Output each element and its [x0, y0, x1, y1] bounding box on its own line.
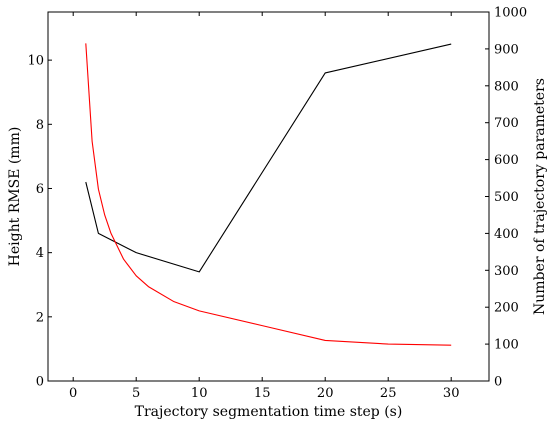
y-right-tick-label: 100	[494, 338, 519, 353]
plot-frame	[47, 11, 490, 382]
x-tick-label: 5	[132, 386, 140, 401]
y-right-tick-label: 1000	[494, 6, 527, 21]
y-left-tick-label: 8	[36, 118, 44, 133]
y-right-tick-label: 900	[494, 42, 519, 57]
plot-marks	[85, 43, 452, 346]
x-tick-label: 0	[69, 386, 77, 401]
x-axis-title: Trajectory segmentation time step (s)	[135, 404, 403, 420]
y-right-tick-label: 0	[494, 375, 502, 390]
y-left-tick-label: 6	[36, 182, 44, 197]
axis-ticks: 0 5 10 15 20 25 300246810010020030040050060070…	[27, 6, 527, 402]
y-right-tick-label: 800	[494, 79, 519, 94]
y-right-tick-label: 500	[494, 190, 519, 205]
y-right-tick-label: 200	[494, 301, 519, 316]
y-left-tick-label: 2	[36, 310, 44, 325]
y-axis-right-title: Number of trajectory parameters	[532, 78, 548, 315]
y-right-tick-label: 600	[494, 153, 519, 168]
x-tick-label: 20	[317, 386, 334, 401]
y-right-tick-label: 700	[494, 116, 519, 131]
x-tick-label: 25	[380, 386, 397, 401]
y-left-tick-label: 10	[27, 54, 44, 69]
series-line-parameters	[85, 43, 452, 346]
x-tick-label: 10	[191, 386, 208, 401]
y-right-tick-label: 400	[494, 227, 519, 242]
y-right-tick-label: 300	[494, 264, 519, 279]
x-tick-label: 15	[254, 386, 271, 401]
series-line-rmse	[85, 43, 452, 273]
x-tick-label: 30	[443, 386, 460, 401]
y-left-tick-label: 0	[36, 375, 44, 390]
y-left-tick-label: 4	[36, 246, 44, 261]
y-axis-left-title: Height RMSE (mm)	[7, 127, 23, 267]
